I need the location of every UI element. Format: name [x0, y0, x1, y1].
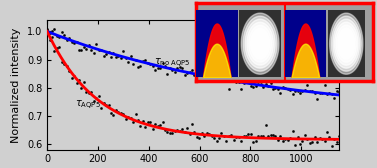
Polygon shape [245, 19, 275, 68]
Text: $\tau_{\rm no\ AQP5}$: $\tau_{\rm no\ AQP5}$ [154, 57, 190, 70]
Polygon shape [251, 28, 270, 59]
Polygon shape [258, 41, 262, 47]
Text: A: A [207, 13, 215, 23]
Polygon shape [241, 13, 279, 74]
Polygon shape [340, 31, 353, 56]
Polygon shape [256, 38, 264, 50]
Polygon shape [334, 22, 358, 65]
Y-axis label: Normalized intensity: Normalized intensity [11, 27, 21, 142]
Polygon shape [249, 25, 271, 62]
Polygon shape [247, 22, 273, 65]
Polygon shape [333, 19, 360, 68]
Polygon shape [336, 25, 356, 62]
Text: $\tau_{\rm AQP5}$: $\tau_{\rm AQP5}$ [75, 99, 101, 113]
Polygon shape [254, 34, 266, 53]
Polygon shape [343, 37, 350, 50]
Polygon shape [341, 34, 351, 53]
Polygon shape [331, 16, 361, 71]
Polygon shape [345, 40, 348, 47]
Polygon shape [253, 31, 268, 56]
Polygon shape [329, 13, 363, 74]
Text: B: B [295, 13, 303, 23]
Polygon shape [243, 16, 277, 71]
Polygon shape [338, 28, 355, 59]
